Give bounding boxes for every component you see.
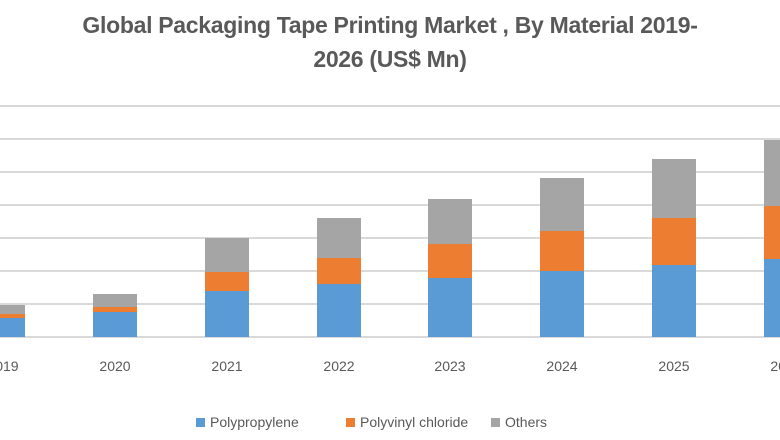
gridline [0, 237, 780, 239]
bar-segment-polypropylene [0, 317, 25, 337]
bar-segment-polypropylene [93, 311, 137, 337]
x-tick-label: 2026 [770, 358, 780, 374]
legend-label: Others [505, 414, 548, 430]
bar-2023 [428, 199, 472, 337]
chart-title: Global Packaging Tape Printing Market , … [0, 8, 780, 76]
bar-segment-polypropylene [205, 291, 249, 337]
bar-segment-polypropylene [540, 271, 584, 337]
x-tick-label: 2019 [0, 358, 19, 374]
bar-2020 [93, 294, 137, 337]
legend-swatch-icon [346, 417, 355, 427]
legend-item: Polyvinyl chloride [346, 412, 468, 432]
bar-segment-others [428, 199, 472, 244]
bar-segment-others [540, 177, 584, 232]
x-axis-line [0, 336, 780, 338]
bar-segment-others [764, 140, 780, 206]
bar-2022 [317, 217, 361, 337]
bar-2021 [205, 238, 249, 337]
x-tick-label: 2020 [99, 358, 131, 374]
x-tick-label: 2022 [323, 358, 355, 374]
gridline [0, 303, 780, 305]
chart-title-line-2: 2026 (US$ Mn) [313, 46, 467, 72]
gridline [0, 105, 780, 107]
bar-2019 [0, 305, 25, 337]
bar-segment-polyvinyl-chloride [317, 257, 361, 284]
bar-segment-others [652, 159, 696, 219]
bar-2025 [652, 159, 696, 337]
x-tick-label: 2024 [546, 358, 578, 374]
gridline [0, 171, 780, 173]
legend-label: Polyvinyl chloride [360, 414, 469, 430]
bar-segment-polyvinyl-chloride [540, 231, 584, 271]
legend-swatch-icon [491, 417, 500, 427]
bar-2024 [540, 177, 584, 337]
bar-segment-polypropylene [652, 265, 696, 337]
x-tick-label: 2021 [211, 358, 243, 374]
bar-segment-polyvinyl-chloride [0, 313, 25, 318]
bar-segment-polypropylene [317, 283, 361, 337]
x-tick-label: 2023 [434, 358, 466, 374]
bar-segment-polyvinyl-chloride [93, 306, 137, 312]
bar-segment-polyvinyl-chloride [652, 218, 696, 266]
legend-item: Polypropylene [196, 412, 299, 432]
gridline [0, 204, 780, 206]
bar-segment-polyvinyl-chloride [205, 272, 249, 292]
gridline [0, 270, 780, 272]
bar-segment-others [93, 294, 137, 307]
bar-segment-polyvinyl-chloride [428, 243, 472, 278]
bar-segment-polypropylene [428, 277, 472, 337]
x-tick-label: 2025 [658, 358, 690, 374]
bar-2026 [764, 140, 780, 337]
legend-item: Others [491, 412, 547, 432]
bar-segment-others [205, 238, 249, 272]
gridline [0, 138, 780, 140]
bar-segment-polypropylene [764, 259, 780, 337]
legend-label: Polypropylene [210, 414, 299, 430]
chart-title-line-1: Global Packaging Tape Printing Market , … [82, 12, 698, 38]
legend-swatch-icon [196, 417, 205, 427]
bar-segment-others [0, 305, 25, 314]
bar-segment-polyvinyl-chloride [764, 206, 780, 260]
bar-segment-others [317, 217, 361, 258]
chart-legend: Polypropylene Polyvinyl chloride Others [0, 412, 780, 432]
